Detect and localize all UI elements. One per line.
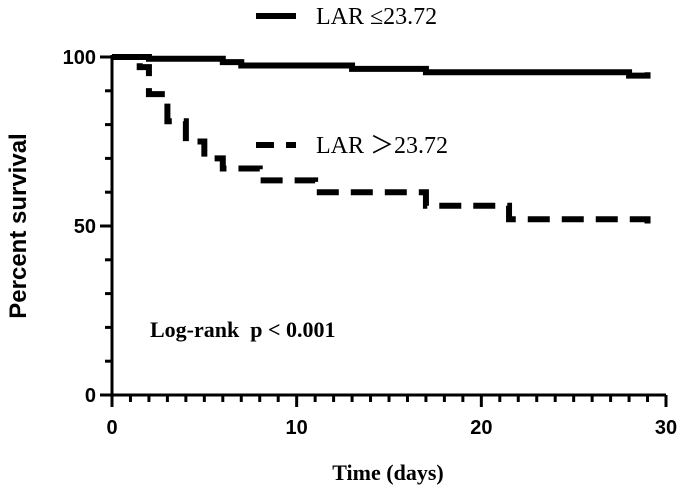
series-line-1 xyxy=(112,54,651,79)
x-ticks: 0 10 20 30 xyxy=(106,395,677,439)
legend-label-series-1: LAR ≤23.72 xyxy=(316,4,437,30)
x-axis-label: Time (days) xyxy=(332,460,443,485)
x-tick-label: 20 xyxy=(470,417,492,439)
y-tick-label: 100 xyxy=(63,47,96,69)
axes xyxy=(110,55,666,397)
y-axis-label: Percent survival xyxy=(5,133,32,318)
x-tick-label: 10 xyxy=(286,417,308,439)
y-tick-label: 0 xyxy=(85,385,96,407)
series-line-2 xyxy=(112,54,651,232)
y-tick-label: 50 xyxy=(74,216,96,238)
legend: LAR ≤23.72 LAR ＞23.72 xyxy=(256,4,448,159)
x-tick-label: 0 xyxy=(106,417,117,439)
logrank-annotation: Log-rank p < 0.001 xyxy=(150,317,336,342)
y-ticks: 0 50 100 xyxy=(63,47,112,407)
legend-label-series-2: LAR ＞23.72 xyxy=(316,133,448,159)
series-layer xyxy=(112,54,651,232)
x-tick-label: 30 xyxy=(655,417,677,439)
